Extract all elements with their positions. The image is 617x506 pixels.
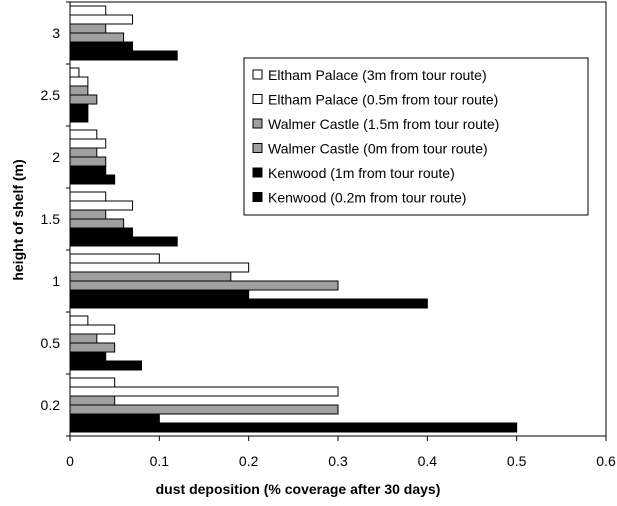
legend-swatch [252,167,263,178]
bar-kenwood-0-2m-from-tour-route-h1 [69,298,428,309]
bar-eltham-palace-3m-from-tour-route-h0.2 [69,377,116,388]
bar-walmer-castle-1-5m-from-tour-route-h2 [69,147,98,158]
bar-eltham-palace-0-5m-from-tour-route-h3 [69,14,134,25]
y-tick-label: 1 [52,273,60,289]
bar-eltham-palace-0-5m-from-tour-route-h2.5 [69,76,89,87]
bars-group [69,5,518,433]
bar-kenwood-1m-from-tour-route-h3 [69,41,134,52]
bar-walmer-castle-1-5m-from-tour-route-h1 [69,271,232,282]
bar-walmer-castle-1-5m-from-tour-route-h3 [69,23,107,34]
bar-walmer-castle-0m-from-tour-route-h1.5 [69,218,125,229]
x-tick-label: 0.5 [507,453,527,469]
legend-swatch [252,118,263,129]
y-tick-label: 2.5 [41,87,61,103]
x-tick-label: 0.1 [150,453,170,469]
bar-kenwood-1m-from-tour-route-h1.5 [69,227,134,238]
legend-label: Kenwood (0.2m from tour route) [268,190,466,206]
x-tick-label: 0.2 [239,453,259,469]
y-tick-label: 0.2 [41,397,61,413]
bar-kenwood-1m-from-tour-route-h2.5 [69,103,89,114]
legend-swatch [252,69,263,80]
x-axis-title: dust deposition (% coverage after 30 day… [156,481,441,497]
bar-eltham-palace-3m-from-tour-route-h2 [69,129,98,140]
legend-swatch [252,94,263,104]
bar-eltham-palace-3m-from-tour-route-h1 [69,253,160,264]
y-tick-label: 3 [52,25,60,41]
bar-walmer-castle-0m-from-tour-route-h0.2 [69,404,339,415]
bar-kenwood-1m-from-tour-route-h1 [69,289,250,300]
bar-eltham-palace-3m-from-tour-route-h3 [69,5,107,16]
legend-label: Walmer Castle (0m from tour route) [268,141,488,157]
bar-walmer-castle-1-5m-from-tour-route-h1.5 [69,209,107,220]
bar-walmer-castle-0m-from-tour-route-h2.5 [69,94,98,105]
bar-eltham-palace-3m-from-tour-route-h0.5 [69,315,89,326]
bar-eltham-palace-0-5m-from-tour-route-h1 [69,262,250,273]
y-tick-label: 0.5 [41,335,61,351]
legend-label: Eltham Palace (3m from tour route) [268,67,487,83]
bar-eltham-palace-0-5m-from-tour-route-h2 [69,138,107,149]
legend-label: Walmer Castle (1.5m from tour route) [268,116,499,132]
y-axis-title: height of shelf (m) [10,159,26,280]
legend: Eltham Palace (3m from tour route) Eltham… [243,57,589,216]
bar-kenwood-0-2m-from-tour-route-h0.5 [69,360,142,371]
bar-walmer-castle-0m-from-tour-route-h0.5 [69,342,116,353]
y-tick-label: 1.5 [41,211,61,227]
bar-walmer-castle-1-5m-from-tour-route-h0.5 [69,333,98,344]
x-tick-label: 0.6 [596,453,616,469]
x-tick-labels: 0 0.1 0.2 0.3 0.4 0.5 0.6 [66,436,616,469]
legend-box [243,57,589,216]
bar-eltham-palace-0-5m-from-tour-route-h0.2 [69,386,339,397]
bar-kenwood-1m-from-tour-route-h2 [69,165,107,176]
bar-eltham-palace-3m-from-tour-route-h2.5 [69,67,80,78]
bar-eltham-palace-0-5m-from-tour-route-h1.5 [69,200,134,211]
bar-walmer-castle-1-5m-from-tour-route-h2.5 [69,85,89,96]
legend-swatch [252,143,263,153]
bar-walmer-castle-0m-from-tour-route-h2 [69,156,107,167]
bar-eltham-palace-0-5m-from-tour-route-h0.5 [69,324,116,335]
bar-kenwood-0-2m-from-tour-route-h3 [69,50,178,61]
x-tick-label: 0 [66,453,74,469]
bar-kenwood-0-2m-from-tour-route-h1.5 [69,236,178,247]
x-tick-label: 0.3 [328,453,348,469]
bar-walmer-castle-1-5m-from-tour-route-h0.2 [69,395,116,406]
legend-swatch [252,192,263,202]
y-tick-labels: 0.2 0.5 1 1.5 2 2.5 3 [41,1,70,437]
bar-kenwood-0-2m-from-tour-route-h0.2 [69,422,518,433]
bar-kenwood-1m-from-tour-route-h0.2 [69,413,160,424]
bar-kenwood-1m-from-tour-route-h0.5 [69,351,107,362]
bar-walmer-castle-0m-from-tour-route-h3 [69,32,125,43]
y-tick-label: 2 [52,149,60,165]
bar-kenwood-0-2m-from-tour-route-h2 [69,174,116,185]
bar-walmer-castle-0m-from-tour-route-h1 [69,280,339,291]
x-tick-label: 0.4 [418,453,438,469]
legend-label: Eltham Palace (0.5m from tour route) [268,92,498,108]
bar-kenwood-0-2m-from-tour-route-h2.5 [69,112,89,123]
bar-eltham-palace-3m-from-tour-route-h1.5 [69,191,107,202]
legend-label: Kenwood (1m from tour route) [268,165,455,181]
